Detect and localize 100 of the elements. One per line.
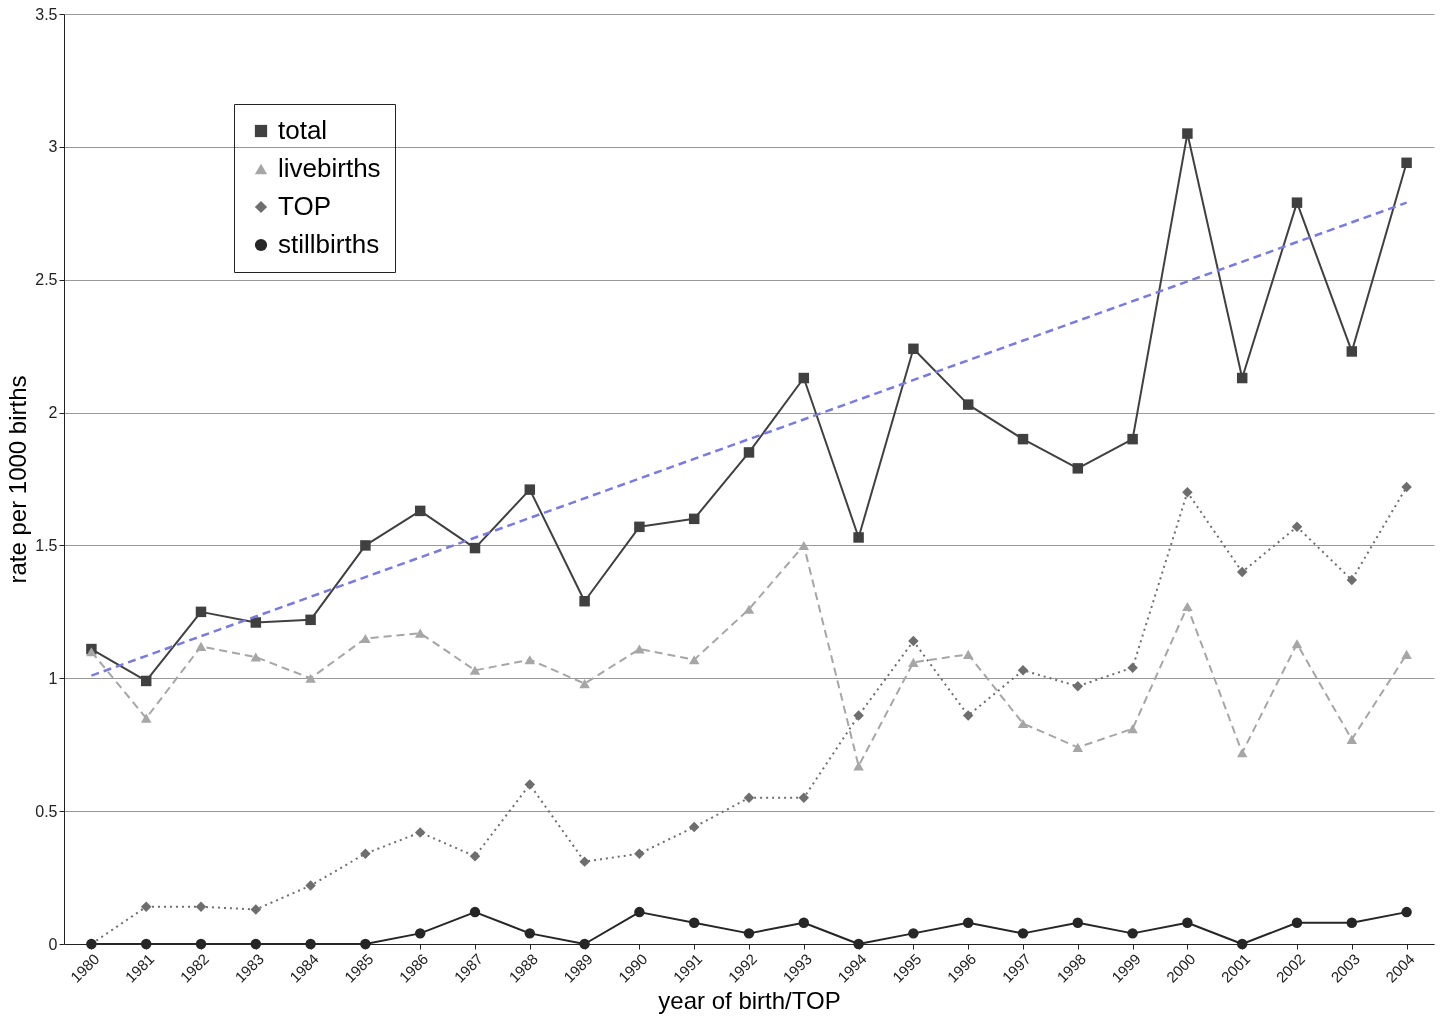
point [688,917,700,928]
point [1072,742,1084,752]
point [1127,928,1138,939]
legend-label: livebirths [278,153,381,183]
point [1127,724,1138,734]
point [140,713,152,723]
y-tick-label: 1.5 [35,536,58,554]
point [1182,128,1193,139]
point [140,675,152,687]
point [1401,481,1412,493]
point [360,540,371,551]
y-tick-label: 2.5 [35,271,58,289]
point [250,617,262,628]
point [305,938,316,950]
point [1072,463,1084,474]
x-axis-title: year of birth/TOP [658,986,841,1014]
point [414,827,426,838]
point [524,779,536,790]
point [579,938,590,950]
point [414,628,426,638]
legend-label: total [278,115,328,145]
point [579,856,590,867]
point [962,399,974,410]
point [1127,433,1138,445]
point [962,710,974,721]
y-axis-title: rate per 1000 births [4,375,32,584]
point [908,635,919,647]
point [86,647,97,657]
point [1182,487,1193,498]
point [798,917,810,928]
point [798,540,810,550]
point [634,644,645,654]
point [908,657,919,667]
point [1236,748,1248,758]
point [305,614,316,626]
point [853,710,864,721]
point [1072,681,1084,692]
point [1236,566,1248,578]
point [195,938,207,950]
point [140,901,152,913]
point [743,928,755,939]
point [1346,734,1358,744]
point [579,679,590,689]
point [1401,906,1412,918]
point [360,633,371,643]
point [469,906,481,918]
y-tick-label: 1 [48,669,58,687]
point [1401,157,1412,169]
point [908,928,919,939]
point [250,652,262,662]
point [360,848,371,859]
point [908,343,919,355]
point [1291,917,1303,928]
point [414,928,426,939]
point [1182,917,1193,928]
point [414,505,426,517]
point [1401,649,1412,659]
point [743,447,755,458]
point [962,649,974,659]
point [524,484,536,495]
point [1346,917,1358,928]
point [1291,521,1303,533]
point [743,792,755,804]
point [140,938,152,950]
point [1017,928,1029,939]
point [1291,639,1303,649]
point [305,673,316,683]
point [688,513,700,525]
point [1072,917,1084,928]
point [798,372,810,384]
point [469,542,481,554]
point [1236,372,1248,384]
point [853,938,864,950]
point [195,606,207,618]
point [195,901,207,913]
y-tick-label: 3.5 [35,5,58,23]
point [1346,574,1358,586]
point [853,532,864,543]
point [688,655,700,665]
legend-label: TOP [278,191,331,221]
point [634,848,645,859]
y-tick-label: 2 [48,404,58,422]
point [688,821,700,833]
point [250,938,262,950]
point [524,928,536,939]
point [1236,938,1248,950]
point [1291,197,1303,208]
point [853,761,864,771]
point [250,904,262,915]
y-tick-label: 3 [48,138,58,156]
point [1017,665,1029,676]
point [469,665,481,675]
point [469,851,481,862]
point [1017,433,1029,445]
point [195,641,207,651]
point [798,792,810,804]
point [579,595,590,607]
point [305,880,316,891]
y-tick-label: 0.5 [35,802,58,820]
point [524,655,536,665]
